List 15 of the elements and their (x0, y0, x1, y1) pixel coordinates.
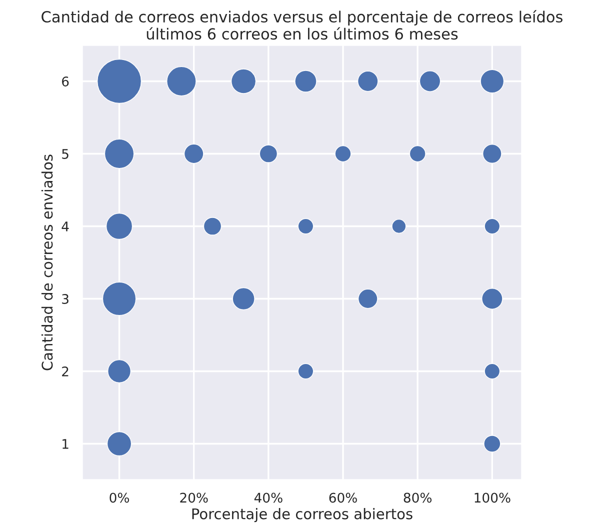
y-tick-label: 1 (62, 439, 68, 449)
x-tick-label: 40% (254, 492, 282, 503)
x-tick-label: 20% (180, 492, 208, 503)
chart-title: Cantidad de correos enviados versus el porcentaje de correos leídos últimos 6 correos en los últimos 6 meses (42, 10, 562, 40)
x-tick-label: 60% (329, 492, 357, 503)
y-tick-label: 4 (62, 222, 69, 232)
x-tick-label: 80% (404, 492, 432, 503)
x-tick-label: 100% (474, 492, 510, 503)
x-axis-title: Porcentaje de correos abiertos (192, 508, 412, 522)
y-tick-label: 3 (62, 294, 68, 304)
y-tick-label: 2 (62, 366, 68, 376)
y-tick-label: 6 (62, 76, 69, 86)
y-tick-label: 5 (62, 149, 68, 159)
y-axis-title: Cantidad de correos enviados (41, 154, 53, 370)
x-tick-label: 0% (110, 492, 130, 503)
